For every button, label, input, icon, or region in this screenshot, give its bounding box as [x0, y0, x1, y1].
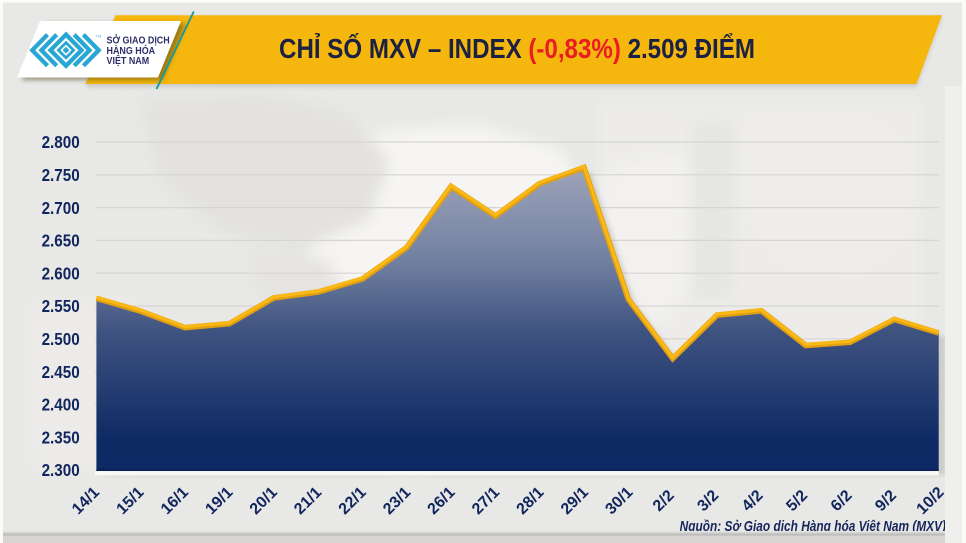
svg-text:SỞ GIAO DỊCH: SỞ GIAO DỊCH	[107, 34, 170, 47]
svg-text:TM: TM	[96, 34, 102, 39]
svg-text:2.450: 2.450	[42, 363, 80, 382]
svg-text:2.350: 2.350	[42, 428, 80, 447]
svg-text:2.550: 2.550	[42, 297, 80, 316]
svg-text:2.650: 2.650	[42, 232, 80, 251]
svg-text:HÀNG HÓA: HÀNG HÓA	[107, 44, 156, 57]
svg-text:2.800: 2.800	[42, 133, 80, 152]
svg-text:VIỆT NAM: VIỆT NAM	[107, 54, 150, 67]
svg-text:2.600: 2.600	[42, 264, 80, 283]
svg-text:Nguồn: Sở Giao dịch Hàng hóa V: Nguồn: Sở Giao dịch Hàng hóa Việt Nam (M…	[680, 518, 947, 534]
svg-text:2.700: 2.700	[42, 199, 80, 218]
svg-text:CHỈ SỐ MXV – INDEX (-0,83%) 2.: CHỈ SỐ MXV – INDEX (-0,83%) 2.509 ĐIỂM	[279, 32, 755, 64]
svg-text:2.750: 2.750	[42, 166, 80, 185]
svg-text:2.500: 2.500	[42, 330, 80, 349]
svg-text:2.400: 2.400	[42, 396, 80, 415]
svg-text:2.300: 2.300	[42, 461, 80, 480]
